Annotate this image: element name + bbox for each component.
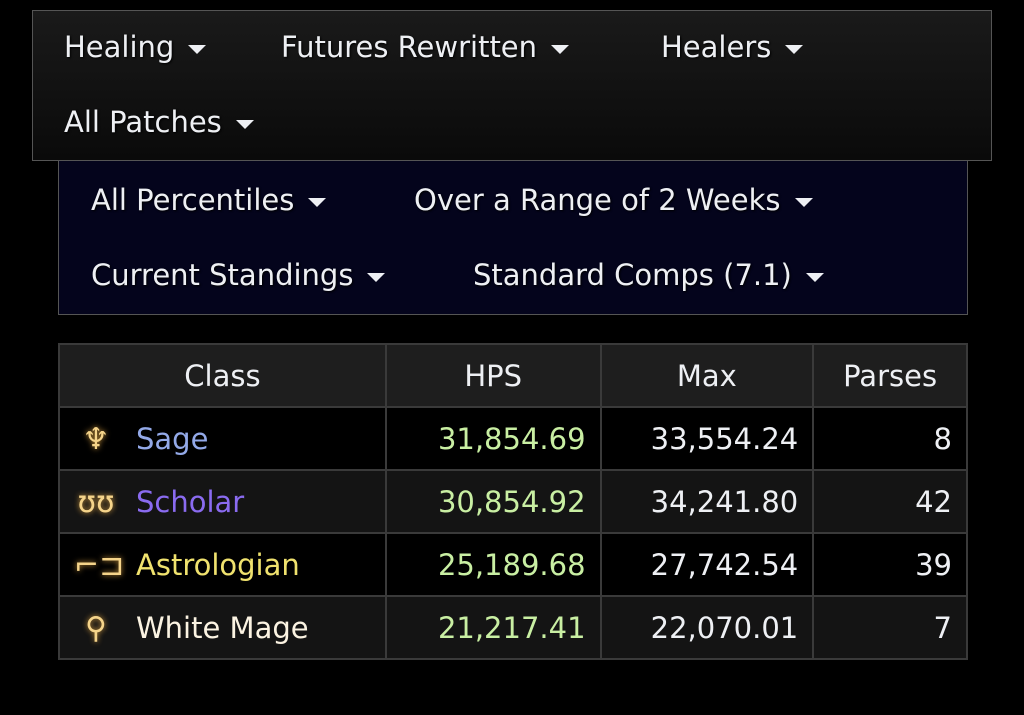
astrologian-icon: ⌐⊐ (74, 547, 125, 583)
parses-cell: 8 (812, 406, 968, 471)
metric-dropdown[interactable]: Healing (64, 30, 207, 64)
parses-cell: 39 (812, 532, 968, 597)
parses-cell: 7 (812, 595, 968, 660)
max-cell: 27,742.54 (599, 532, 815, 597)
class-cell[interactable]: ⚲ White Mage (58, 595, 387, 660)
dropdown-label: Healing (64, 30, 175, 64)
table-row[interactable]: ♆ Sage 31,854.69 33,554.24 8 (58, 406, 968, 471)
parses-cell: 42 (812, 469, 968, 534)
hps-cell: 25,189.68 (384, 532, 602, 597)
caret-down-icon (785, 44, 804, 54)
comps-dropdown[interactable]: Standard Comps (7.1) (473, 258, 824, 292)
table-row[interactable]: ⌐⊐ Astrologian 25,189.68 27,742.54 39 (58, 532, 968, 597)
max-cell: 34,241.80 (599, 469, 815, 534)
hps-cell: 21,217.41 (384, 595, 602, 660)
percentile-dropdown[interactable]: All Percentiles (91, 183, 327, 217)
dropdown-label: All Patches (64, 105, 222, 139)
dropdown-label: Current Standings (91, 258, 354, 292)
role-dropdown[interactable]: Healers (661, 30, 804, 64)
dropdown-label: Healers (661, 30, 772, 64)
secondary-filter-bar (58, 161, 968, 315)
caret-down-icon (308, 197, 327, 207)
class-name[interactable]: Sage (136, 422, 209, 457)
encounter-dropdown[interactable]: Futures Rewritten (281, 30, 570, 64)
class-cell[interactable]: ♆ Sage (58, 406, 387, 471)
caret-down-icon (188, 44, 207, 54)
header-class[interactable]: Class (58, 343, 387, 408)
table-row[interactable]: ʊʊ Scholar 30,854.92 34,241.80 42 (58, 469, 968, 534)
class-cell[interactable]: ʊʊ Scholar (58, 469, 387, 534)
standings-dropdown[interactable]: Current Standings (91, 258, 386, 292)
rankings-table: Class HPS Max Parses ♆ Sage 31,854.69 33,… (58, 343, 968, 660)
table-row[interactable]: ⚲ White Mage 21,217.41 22,070.01 7 (58, 595, 968, 660)
dropdown-label: Over a Range of 2 Weeks (414, 183, 781, 217)
class-name[interactable]: White Mage (136, 611, 309, 646)
dropdown-label: All Percentiles (91, 183, 295, 217)
caret-down-icon (551, 44, 570, 54)
header-max[interactable]: Max (599, 343, 815, 408)
table-header: Class HPS Max Parses (58, 343, 968, 408)
header-hps[interactable]: HPS (384, 343, 602, 408)
caret-down-icon (805, 272, 824, 282)
caret-down-icon (794, 197, 813, 207)
hps-cell: 30,854.92 (384, 469, 602, 534)
patch-dropdown[interactable]: All Patches (64, 105, 254, 139)
header-parses[interactable]: Parses (812, 343, 968, 408)
class-name[interactable]: Astrologian (136, 548, 300, 583)
white-mage-icon: ⚲ (85, 610, 107, 646)
primary-filter-bar (32, 10, 992, 161)
class-cell[interactable]: ⌐⊐ Astrologian (58, 532, 387, 597)
class-name[interactable]: Scholar (136, 485, 245, 520)
dropdown-label: Futures Rewritten (281, 30, 538, 64)
max-cell: 22,070.01 (599, 595, 815, 660)
range-dropdown[interactable]: Over a Range of 2 Weeks (414, 183, 813, 217)
dropdown-label: Standard Comps (7.1) (473, 258, 792, 292)
hps-cell: 31,854.69 (384, 406, 602, 471)
sage-icon: ♆ (82, 421, 110, 457)
caret-down-icon (235, 119, 254, 129)
scholar-icon: ʊʊ (77, 484, 115, 520)
max-cell: 33,554.24 (599, 406, 815, 471)
caret-down-icon (367, 272, 386, 282)
